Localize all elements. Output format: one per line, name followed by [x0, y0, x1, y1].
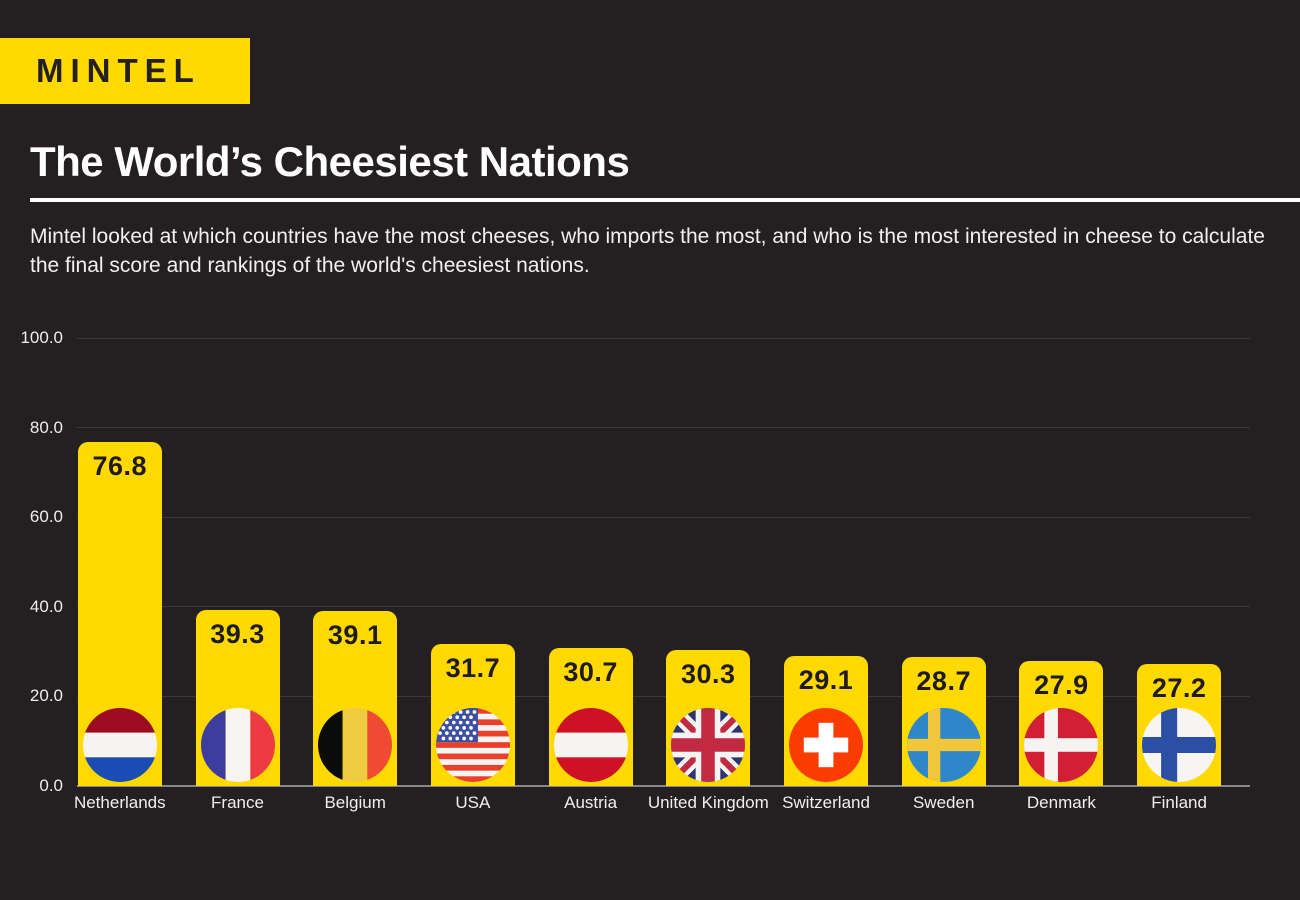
x-axis-category-label: Netherlands [73, 793, 166, 812]
y-axis-tick-label: 0.0 [39, 776, 63, 795]
x-axis-baseline [77, 785, 1250, 787]
y-axis-tick-label: 40.0 [29, 596, 63, 616]
gridline [77, 695, 1250, 697]
gridline [77, 516, 1250, 518]
sweden-flag-icon [906, 708, 981, 782]
bar-value-label: 27.2 [1151, 673, 1207, 704]
bar-value-label: 30.3 [681, 659, 736, 690]
usa-flag-icon [435, 708, 510, 782]
switzerland-flag-icon [789, 708, 863, 782]
title-divider [30, 198, 1300, 202]
x-axis-category-label: United Kingdom [647, 793, 769, 812]
x-axis-category-label: USA [455, 793, 491, 812]
x-axis-category-label: Austria [564, 793, 618, 812]
page-title: The World’s Cheesiest Nations [30, 138, 630, 185]
x-axis-category-label: Finland [1151, 793, 1207, 812]
netherlands-flag-icon [82, 708, 157, 782]
y-axis-tick-label: 20.0 [29, 686, 63, 706]
subtitle-text: Mintel looked at which countries have th… [30, 225, 1265, 277]
denmark-flag-icon [1024, 708, 1099, 782]
finland-flag-icon [1142, 708, 1217, 782]
x-axis-category-label: France [211, 793, 264, 812]
bar-value-label: 76.8 [92, 450, 148, 481]
bar-value-label: 28.7 [916, 666, 971, 697]
y-axis-tick-label: 100.0 [20, 328, 63, 347]
gridline [77, 337, 1250, 339]
austria-flag-icon [553, 708, 628, 782]
gridline [77, 606, 1250, 608]
gridline [77, 427, 1250, 429]
bar-value-label: 31.7 [445, 652, 501, 683]
y-axis-tick-label: 80.0 [29, 417, 63, 437]
bar-value-label: 39.1 [327, 619, 383, 650]
bar-value-label: 29.1 [798, 664, 854, 695]
bar-value-label: 27.9 [1034, 670, 1089, 700]
x-axis-category-label: Sweden [912, 793, 975, 812]
mintel-logo-text: MINTEL [36, 52, 201, 89]
belgium-flag-icon [318, 708, 393, 782]
united-kingdom-flag-icon [671, 708, 746, 782]
x-axis-category-label: Denmark [1026, 793, 1096, 812]
bar-value-label: 30.7 [563, 657, 618, 688]
bar-value-label: 39.3 [210, 618, 265, 649]
mintel-logo: MINTEL [0, 38, 250, 104]
france-flag-icon [200, 708, 275, 782]
x-axis-category-label: Belgium [324, 793, 386, 812]
x-axis-category-label: Switzerland [782, 793, 870, 812]
y-axis-tick-label: 60.0 [29, 507, 63, 527]
